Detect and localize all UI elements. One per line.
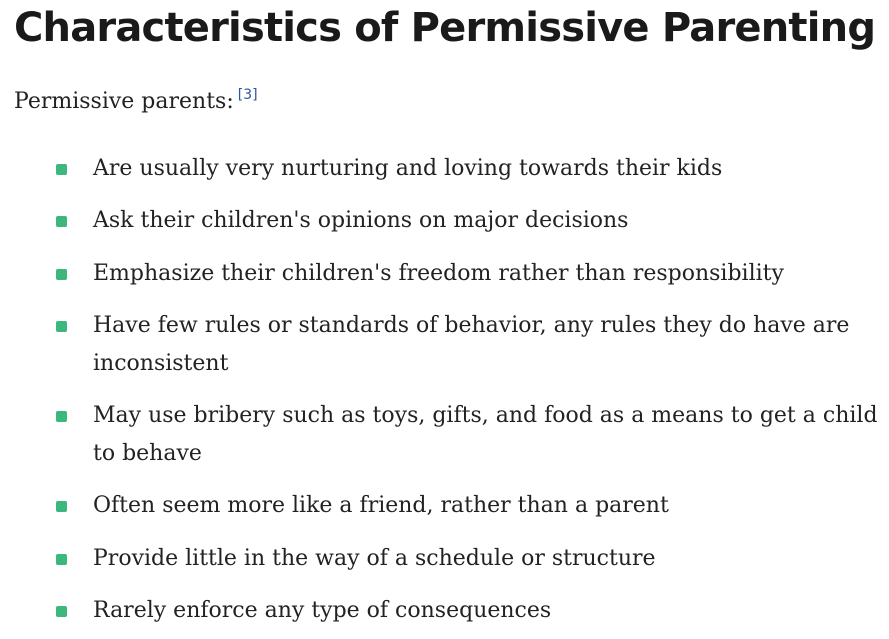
list-item-text: Rarely enforce any type of consequences: [93, 598, 552, 623]
citation-link[interactable]: [3]: [237, 87, 258, 103]
bullet-icon: [56, 411, 67, 422]
bullet-icon: [56, 554, 67, 565]
list-item-text: Have few rules or standards of behavior,…: [93, 313, 850, 376]
bullet-icon: [56, 501, 67, 512]
list-item-text: Often seem more like a friend, rather th…: [93, 493, 669, 518]
list-item-text: Emphasize their children's freedom rathe…: [93, 261, 784, 286]
bullet-icon: [56, 321, 67, 332]
bullet-icon: [56, 606, 67, 617]
intro-paragraph: Permissive parents: [3]: [14, 84, 258, 120]
bullet-icon: [56, 216, 67, 227]
list-item-text: Ask their children's opinions on major d…: [93, 208, 629, 233]
bullet-icon: [56, 164, 67, 175]
list-item-text: Are usually very nurturing and loving to…: [93, 156, 723, 181]
list-item-text: May use bribery such as toys, gifts, and…: [93, 403, 878, 466]
section-heading: Characteristics of Permissive Parenting: [14, 5, 876, 51]
intro-text: Permissive parents:: [14, 89, 234, 114]
list-item-text: Provide little in the way of a schedule …: [93, 546, 656, 571]
bullet-icon: [56, 269, 67, 280]
